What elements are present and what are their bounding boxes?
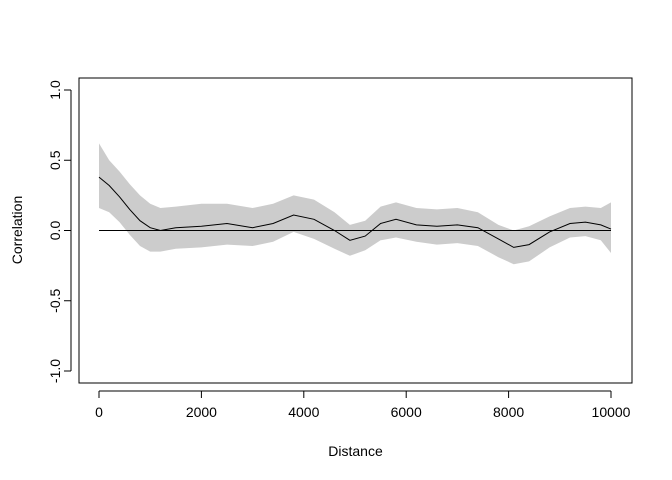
y-tick-label: 0.5 [47, 150, 63, 170]
correlation-line-layer [98, 176, 612, 248]
x-tick-label: 6000 [391, 404, 422, 420]
y-tick-label: 0.0 [47, 221, 63, 241]
plot-frame [78, 77, 633, 384]
y-tick-label: -1.0 [47, 359, 63, 383]
x-tick-label: 10000 [592, 404, 631, 420]
x-axis: 0 2000 4000 6000 8000 10000 [95, 390, 631, 420]
confidence-band [99, 143, 611, 265]
x-axis-title: Distance [328, 443, 383, 459]
x-tick-label: 8000 [493, 404, 524, 420]
confidence-band-layer [99, 143, 611, 265]
y-axis: -1.0 -0.5 0.0 0.5 1.0 [47, 80, 72, 383]
x-tick-label: 0 [95, 404, 103, 420]
y-axis-title: Correlation [9, 196, 25, 264]
x-tick-label: 4000 [288, 404, 319, 420]
correlation-line [98, 176, 612, 248]
y-tick-label: 1.0 [47, 80, 63, 100]
y-tick-label: -0.5 [47, 288, 63, 312]
x-tick-label: 2000 [186, 404, 217, 420]
